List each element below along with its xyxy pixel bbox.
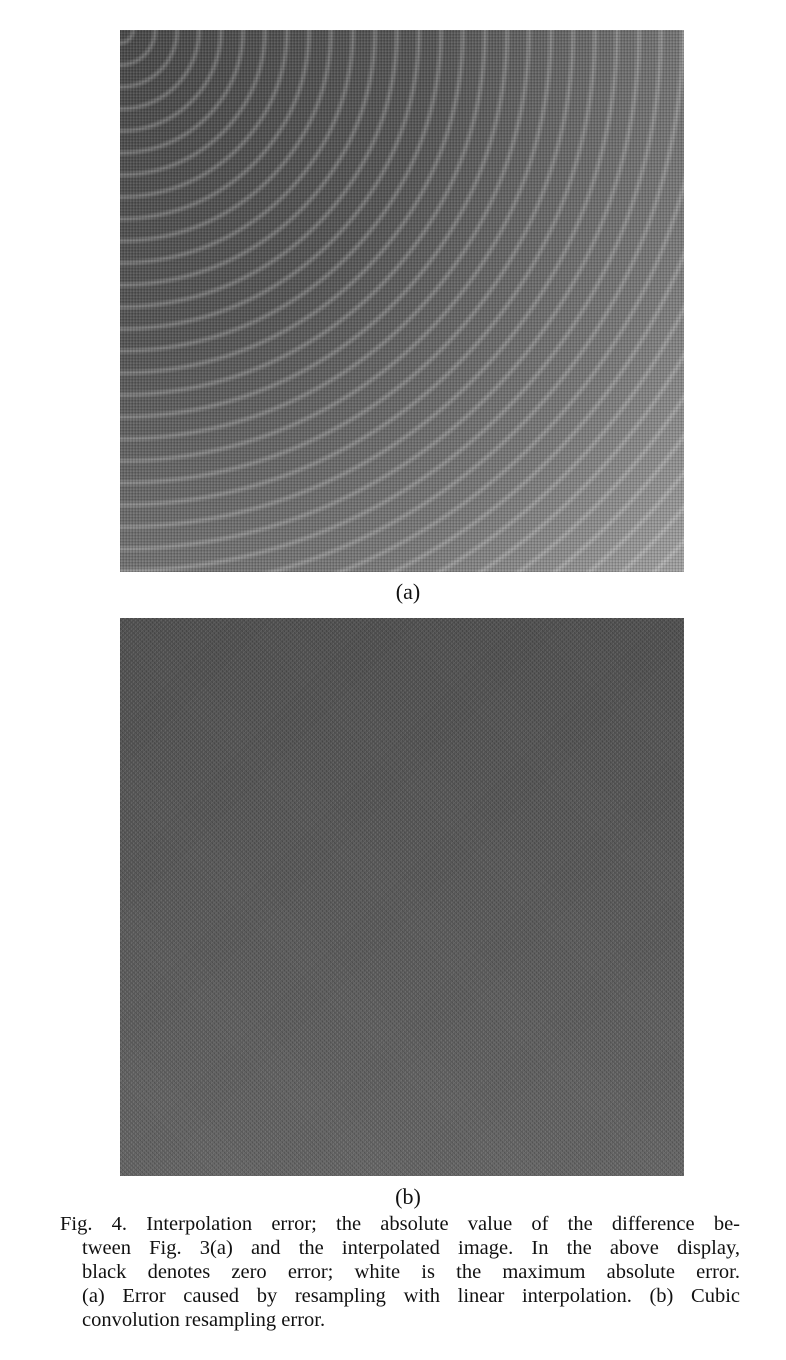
caption-line: tween Fig. 3(a) and the interpolated ima… <box>82 1237 740 1259</box>
caption-line: (a) Error caused by resampling with line… <box>82 1285 740 1307</box>
caption-line: Fig. 4. Interpolation error; the absolut… <box>60 1213 740 1235</box>
caption-line: convolution resampling error. <box>82 1309 326 1331</box>
panel-b-label: (b) <box>395 1184 421 1209</box>
panel-a-label: (a) <box>395 579 421 604</box>
figure-caption: Fig. 4. Interpolation error; the absolut… <box>60 1212 740 1332</box>
figure-panel-a-image <box>120 30 684 572</box>
figure-panel-b-image <box>120 618 684 1176</box>
caption-line: black denotes zero error; white is the m… <box>82 1261 740 1283</box>
